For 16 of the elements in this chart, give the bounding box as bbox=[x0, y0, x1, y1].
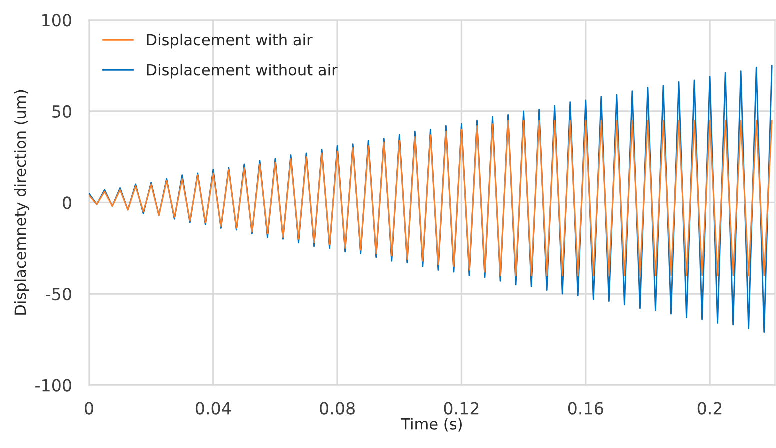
x-tick-label: 0.08 bbox=[320, 402, 355, 415]
y-tick-label: 50 bbox=[52, 105, 72, 118]
x-axis-title: Time (s) bbox=[401, 418, 462, 432]
line-series bbox=[89, 120, 773, 276]
y-tick-label: -100 bbox=[36, 379, 72, 392]
x-tick-label: 0 bbox=[85, 402, 94, 415]
x-tick-label: 0.04 bbox=[196, 402, 232, 415]
x-tick-label: 0.2 bbox=[698, 402, 722, 415]
legend-label: Displacement without air bbox=[147, 64, 338, 79]
y-axis-title: Displacemnety direction (um) bbox=[14, 90, 30, 315]
x-tick-label: 0.12 bbox=[444, 402, 479, 415]
y-tick-label: -50 bbox=[46, 288, 72, 301]
legend-label: Displacement with air bbox=[147, 34, 313, 49]
y-tick-label: 0 bbox=[63, 196, 72, 210]
x-tick-label: 0.16 bbox=[568, 402, 604, 415]
y-tick-label: 100 bbox=[42, 14, 72, 27]
